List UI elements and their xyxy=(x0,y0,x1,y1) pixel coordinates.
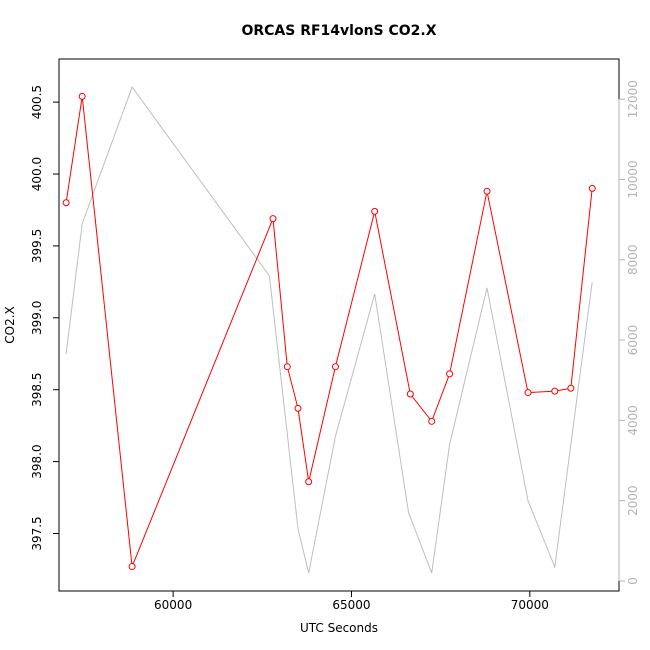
y-axis-right: 0 2000 4000 6000 8000 10000 12000 xyxy=(618,80,640,585)
red-series-point xyxy=(331,363,339,371)
red-series-point xyxy=(371,207,379,215)
y-tick-label: 399.5 xyxy=(30,229,44,263)
grey-series-line xyxy=(65,86,593,574)
y-tick-label: 398.0 xyxy=(30,444,44,478)
red-series-point xyxy=(428,417,436,425)
x-tick-label: 70000 xyxy=(511,598,549,612)
red-series-line xyxy=(65,96,593,567)
x-axis: 60000 65000 70000 xyxy=(154,590,549,612)
red-series-point xyxy=(78,92,86,100)
y2-tick-label: 12000 xyxy=(626,80,640,118)
y2-tick-label: 0 xyxy=(626,577,640,585)
red-series-point xyxy=(567,384,575,392)
red-series-point xyxy=(551,387,559,395)
y2-tick-label: 6000 xyxy=(626,325,640,356)
x-tick-label: 60000 xyxy=(154,598,192,612)
y2-tick-label: 8000 xyxy=(626,244,640,275)
red-series-point xyxy=(446,370,454,378)
y2-tick-label: 10000 xyxy=(626,160,640,198)
y-tick-label: 399.0 xyxy=(30,301,44,335)
red-series-point xyxy=(483,187,491,195)
x-tick-label: 65000 xyxy=(332,598,370,612)
chart-title: ORCAS RF14vlonS CO2.X xyxy=(241,23,436,39)
y2-tick-label: 2000 xyxy=(626,485,640,516)
red-series-point xyxy=(294,404,302,412)
red-series-point xyxy=(406,390,414,398)
y-tick-label: 397.5 xyxy=(30,516,44,550)
series-layer xyxy=(62,86,596,574)
red-series-point xyxy=(305,478,313,486)
y-tick-label: 400.0 xyxy=(30,157,44,191)
red-series-point xyxy=(269,215,277,223)
y-axis-left: 397.5 398.0 398.5 399.0 399.5 400.0 400.5 xyxy=(30,85,60,551)
y-tick-label: 398.5 xyxy=(30,373,44,407)
red-series-point xyxy=(588,184,596,192)
y2-tick-label: 4000 xyxy=(626,405,640,436)
red-series-point xyxy=(283,363,291,371)
y-axis-label: CO2.X xyxy=(3,306,17,344)
plot-frame xyxy=(58,58,620,592)
red-series-point xyxy=(128,563,136,571)
y-tick-label: 400.5 xyxy=(30,85,44,119)
x-axis-label: UTC Seconds xyxy=(300,621,378,635)
red-series-point xyxy=(524,389,532,397)
red-series-point xyxy=(62,199,70,207)
